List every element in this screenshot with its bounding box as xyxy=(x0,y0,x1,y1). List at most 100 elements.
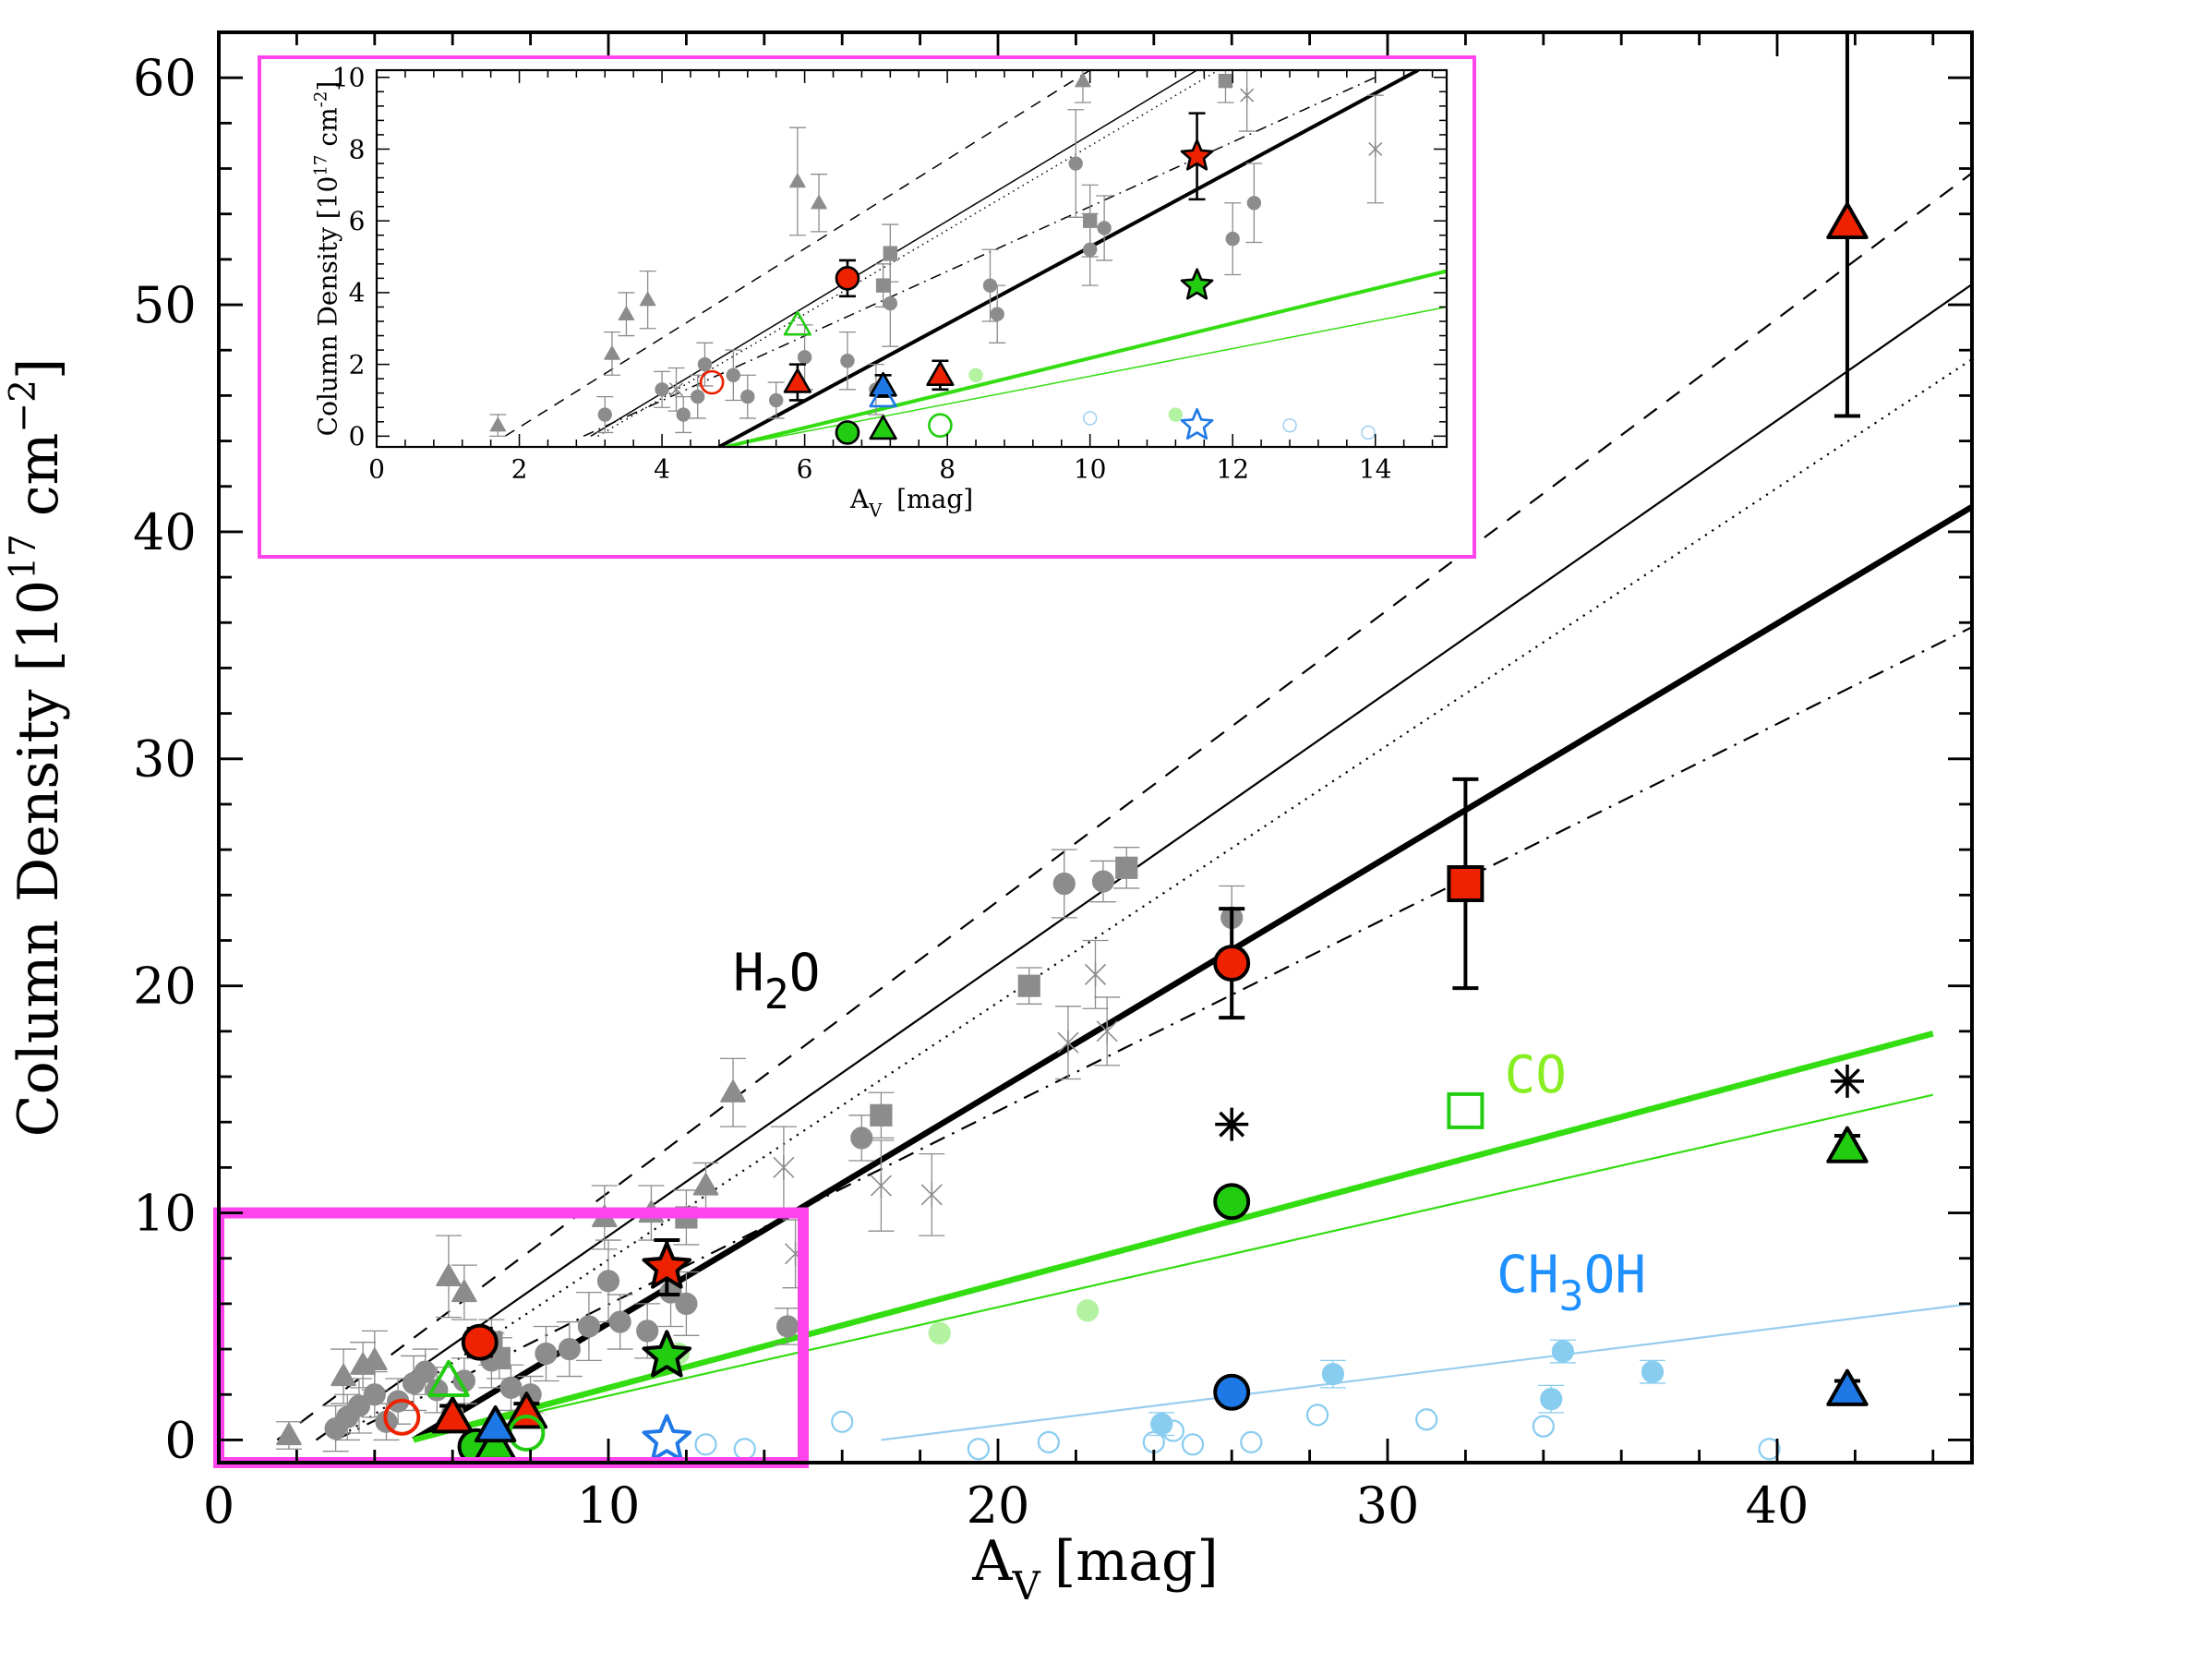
inset-x-tick-label: 4 xyxy=(654,454,670,485)
data-point xyxy=(1368,141,1383,157)
data-point xyxy=(1097,221,1112,235)
data-point xyxy=(535,1342,558,1366)
data-point xyxy=(362,1347,388,1370)
data-point xyxy=(347,1394,371,1417)
data-point xyxy=(968,368,983,382)
main-x-tick-label: 10 xyxy=(577,1476,641,1535)
main-x-tick-label: 30 xyxy=(1356,1476,1420,1535)
inset-y-tick-label: 4 xyxy=(349,278,366,308)
data-point xyxy=(642,1414,692,1462)
main-plot-area xyxy=(275,32,1972,1463)
data-point xyxy=(1180,139,1214,171)
main-y-tick-label: 50 xyxy=(133,276,197,334)
data-point xyxy=(1532,1415,1555,1438)
data-point xyxy=(883,295,898,311)
inset-line-h2o-dotted xyxy=(597,70,1220,437)
inset-series-co-green-triangle xyxy=(869,415,897,440)
data-point xyxy=(675,1292,698,1315)
data-point xyxy=(1068,156,1083,171)
data-point xyxy=(1240,1430,1263,1453)
inset-ticks xyxy=(376,70,1447,447)
data-point xyxy=(883,246,898,260)
data-point xyxy=(691,389,705,404)
main-series-ch3oh-open xyxy=(694,1404,1781,1461)
data-point xyxy=(1096,1018,1118,1044)
data-point xyxy=(811,195,827,210)
data-point xyxy=(1240,87,1255,103)
data-point xyxy=(697,356,713,372)
data-point xyxy=(783,310,811,336)
data-point xyxy=(414,1360,437,1383)
main-series-co-green-star xyxy=(642,1330,692,1378)
data-point xyxy=(768,392,784,408)
data-point xyxy=(1305,1404,1329,1427)
inset-series-co-green-star xyxy=(1180,268,1214,300)
inset-series-ch3oh-blue-open-star xyxy=(1180,407,1214,440)
data-point xyxy=(869,415,897,440)
data-point xyxy=(870,1173,892,1199)
main-ticks xyxy=(217,30,1972,1463)
data-point xyxy=(655,382,669,397)
data-point xyxy=(427,1359,470,1397)
data-point xyxy=(642,1330,692,1378)
data-point xyxy=(331,1363,356,1387)
data-point xyxy=(720,1079,746,1103)
main-line-co-thin xyxy=(413,1093,1934,1441)
data-point xyxy=(1037,1430,1060,1453)
data-point xyxy=(1826,1368,1869,1406)
main-x-tick-label: 20 xyxy=(967,1476,1030,1535)
data-point xyxy=(1168,407,1184,422)
main-series-ch3oh-blue-open-star xyxy=(642,1414,692,1462)
data-point xyxy=(1447,1091,1485,1129)
main-series-h2o-red-open-circle xyxy=(383,1398,421,1436)
inset-series-h2o-red-open-circle xyxy=(699,369,725,395)
main-series-ch3oh-blue-triangles xyxy=(474,1368,1869,1443)
data-point xyxy=(831,1410,854,1433)
data-point xyxy=(604,345,620,360)
data-point xyxy=(1551,1340,1575,1363)
data-point xyxy=(1321,1363,1345,1386)
data-point xyxy=(577,1315,601,1338)
main-y-tick-label: 10 xyxy=(133,1184,197,1242)
inset-series-ch3oh-open xyxy=(1082,411,1376,440)
inset-x-tick-label: 12 xyxy=(1216,454,1249,485)
data-point xyxy=(1540,1388,1563,1411)
main-series-h2o-background-circles xyxy=(322,849,1245,1452)
inset-series-h2o-background-squares xyxy=(874,70,1234,308)
inset-series-h2o-red-circle xyxy=(835,259,860,298)
data-point xyxy=(1052,872,1076,896)
main-line-h2o-dashed xyxy=(276,172,1972,1441)
inset-y-tick-label: 10 xyxy=(332,63,366,93)
inset-series-h2o-red-triangles xyxy=(783,359,955,402)
data-point xyxy=(1826,201,1869,240)
main-line-h2o-dash-dot xyxy=(335,626,1972,1441)
inset-x-tick-label: 8 xyxy=(939,454,956,485)
data-point xyxy=(1115,856,1138,879)
data-point xyxy=(1831,1064,1864,1098)
data-point xyxy=(636,1320,659,1343)
data-point xyxy=(699,369,725,395)
main-y-tick-label: 40 xyxy=(133,503,197,561)
data-point xyxy=(928,413,953,439)
data-point xyxy=(489,416,507,432)
inset-y-tick-label: 8 xyxy=(349,134,366,164)
main-y-axis-label: Column Density [1017 cm−2] xyxy=(3,358,71,1138)
data-point xyxy=(875,278,891,293)
inset-x-tick-label: 2 xyxy=(511,454,528,485)
main-y-tick-label: 30 xyxy=(133,730,197,789)
data-point xyxy=(1213,1183,1251,1221)
data-point xyxy=(692,1173,719,1196)
data-point xyxy=(1447,865,1485,903)
data-point xyxy=(789,173,806,188)
main-series-h2o-background-crosses xyxy=(770,939,1121,1289)
inset-line-h2o-fit xyxy=(717,70,1420,447)
main-annotation-h2o: H2O xyxy=(733,944,820,1019)
data-point xyxy=(596,1270,620,1293)
main-series-co-green-open-square xyxy=(1447,1091,1485,1129)
main-axes-frame xyxy=(217,30,1974,1464)
data-point xyxy=(783,368,811,393)
data-point xyxy=(597,407,612,422)
data-point xyxy=(276,1422,302,1446)
